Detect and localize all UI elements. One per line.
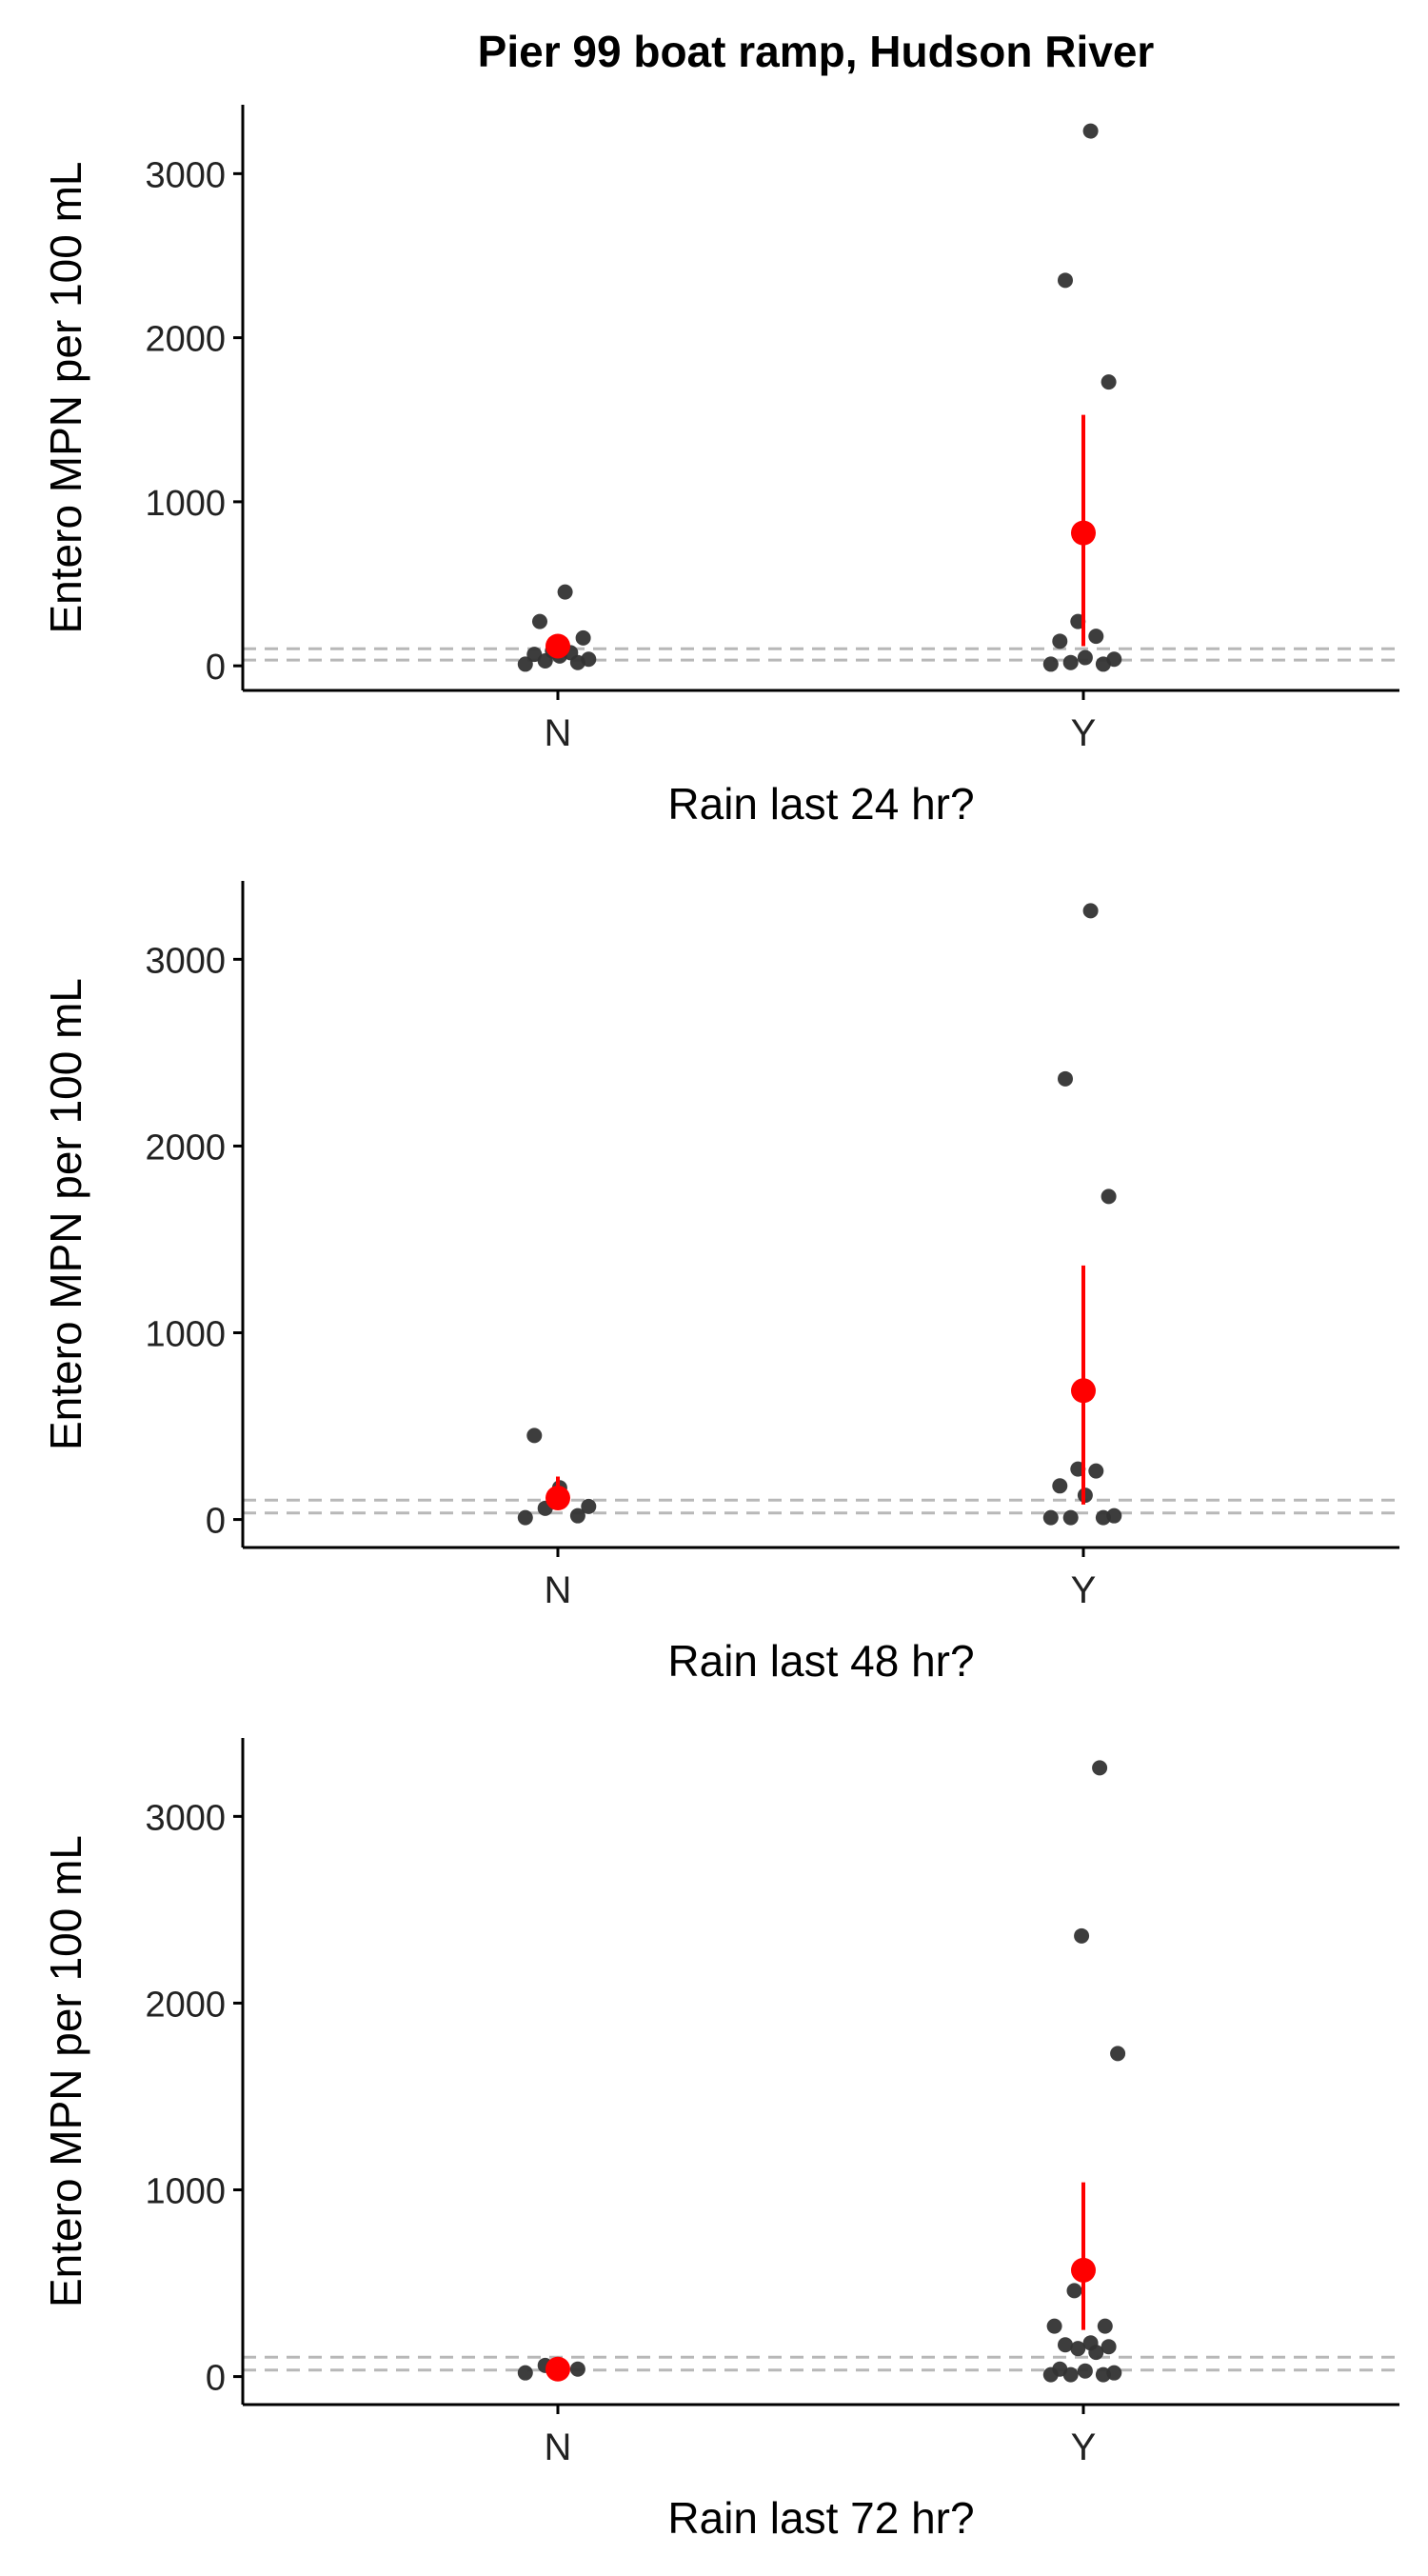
y-tick-label: 1000 — [145, 2172, 226, 2212]
y-axis-title: Entero MPN per 100 mL — [41, 1835, 90, 2307]
mean-point — [1071, 2257, 1096, 2283]
data-point — [557, 584, 573, 600]
data-point — [1088, 1463, 1104, 1479]
data-point — [1106, 1508, 1122, 1524]
x-tick-label: Y — [1071, 2426, 1097, 2468]
data-point — [1074, 1927, 1090, 1944]
data-point — [532, 613, 547, 629]
data-point — [1092, 1760, 1108, 1776]
data-point — [575, 629, 591, 646]
mean-point — [1071, 1378, 1096, 1404]
y-tick-label: 3000 — [145, 155, 226, 195]
data-point — [517, 656, 533, 672]
y-tick-label: 0 — [206, 1502, 226, 1542]
data-point — [1052, 2361, 1068, 2377]
data-point — [569, 2361, 585, 2377]
x-tick-label: Y — [1071, 712, 1097, 754]
chart-panel-3: 0 1000 2000 3000 N Y Rain last 72 hr? Entero MP… — [41, 1738, 1399, 2543]
y-tick-label: 1000 — [145, 484, 226, 524]
data-point — [581, 651, 597, 668]
data-point — [1058, 2337, 1073, 2353]
mean-point — [545, 2356, 570, 2382]
data-point — [1046, 2318, 1062, 2334]
data-point — [569, 1508, 585, 1524]
data-point — [1106, 2365, 1122, 2381]
y-tick-label: 3000 — [145, 941, 226, 981]
x-tick-label: Y — [1071, 1569, 1097, 1611]
data-point — [526, 1428, 543, 1444]
chart-panel-1: 0 1000 2000 3000 N Y Rain last 24 hr? Entero MP… — [41, 105, 1399, 829]
y-tick-label: 2000 — [145, 1128, 226, 1168]
y-tick-label: 0 — [206, 2359, 226, 2399]
y-tick-label: 0 — [206, 648, 226, 688]
data-point — [526, 647, 543, 663]
data-point — [1110, 2046, 1126, 2062]
data-point — [1106, 651, 1122, 668]
y-tick-label: 2000 — [145, 1985, 226, 2025]
data-point — [1070, 2341, 1086, 2357]
data-point — [1042, 656, 1059, 672]
data-point — [1082, 2335, 1099, 2351]
data-point — [1077, 649, 1093, 666]
x-axis-title: Rain last 72 hr? — [667, 2493, 974, 2543]
y-axis-title: Entero MPN per 100 mL — [41, 161, 90, 633]
data-point — [1062, 654, 1079, 670]
y-tick-label: 2000 — [145, 320, 226, 360]
y-tick-label: 1000 — [145, 1315, 226, 1355]
data-point — [1062, 1509, 1079, 1526]
data-point — [517, 1509, 533, 1526]
data-point — [1101, 1188, 1117, 1205]
data-point — [1058, 272, 1073, 289]
data-point — [1077, 2363, 1093, 2379]
data-point — [1066, 2283, 1082, 2299]
chart-title: Pier 99 boat ramp, Hudson River — [478, 27, 1155, 76]
data-point — [1082, 903, 1099, 919]
data-point — [1052, 633, 1068, 649]
mean-point — [1071, 520, 1096, 546]
data-point — [1058, 1070, 1073, 1087]
data-point — [1088, 629, 1104, 645]
data-point — [1101, 2339, 1117, 2355]
data-point — [1042, 1509, 1059, 1526]
mean-point — [545, 1486, 570, 1511]
x-axis-title: Rain last 48 hr? — [667, 1636, 974, 1686]
data-point — [1052, 1478, 1068, 1494]
x-tick-label: N — [545, 2426, 572, 2468]
data-point — [1082, 123, 1099, 139]
x-tick-label: N — [545, 1569, 572, 1611]
data-point — [1101, 374, 1117, 390]
x-tick-label: N — [545, 712, 572, 754]
data-point — [581, 1498, 597, 1514]
data-point — [1097, 2318, 1113, 2334]
y-tick-label: 3000 — [145, 1798, 226, 1838]
mean-point — [545, 633, 570, 659]
x-axis-title: Rain last 24 hr? — [667, 779, 974, 829]
y-axis-title: Entero MPN per 100 mL — [41, 978, 90, 1450]
chart-panel-2: 0 1000 2000 3000 N Y Rain last 48 hr? Entero MP… — [41, 881, 1399, 1686]
data-point — [517, 2365, 533, 2381]
